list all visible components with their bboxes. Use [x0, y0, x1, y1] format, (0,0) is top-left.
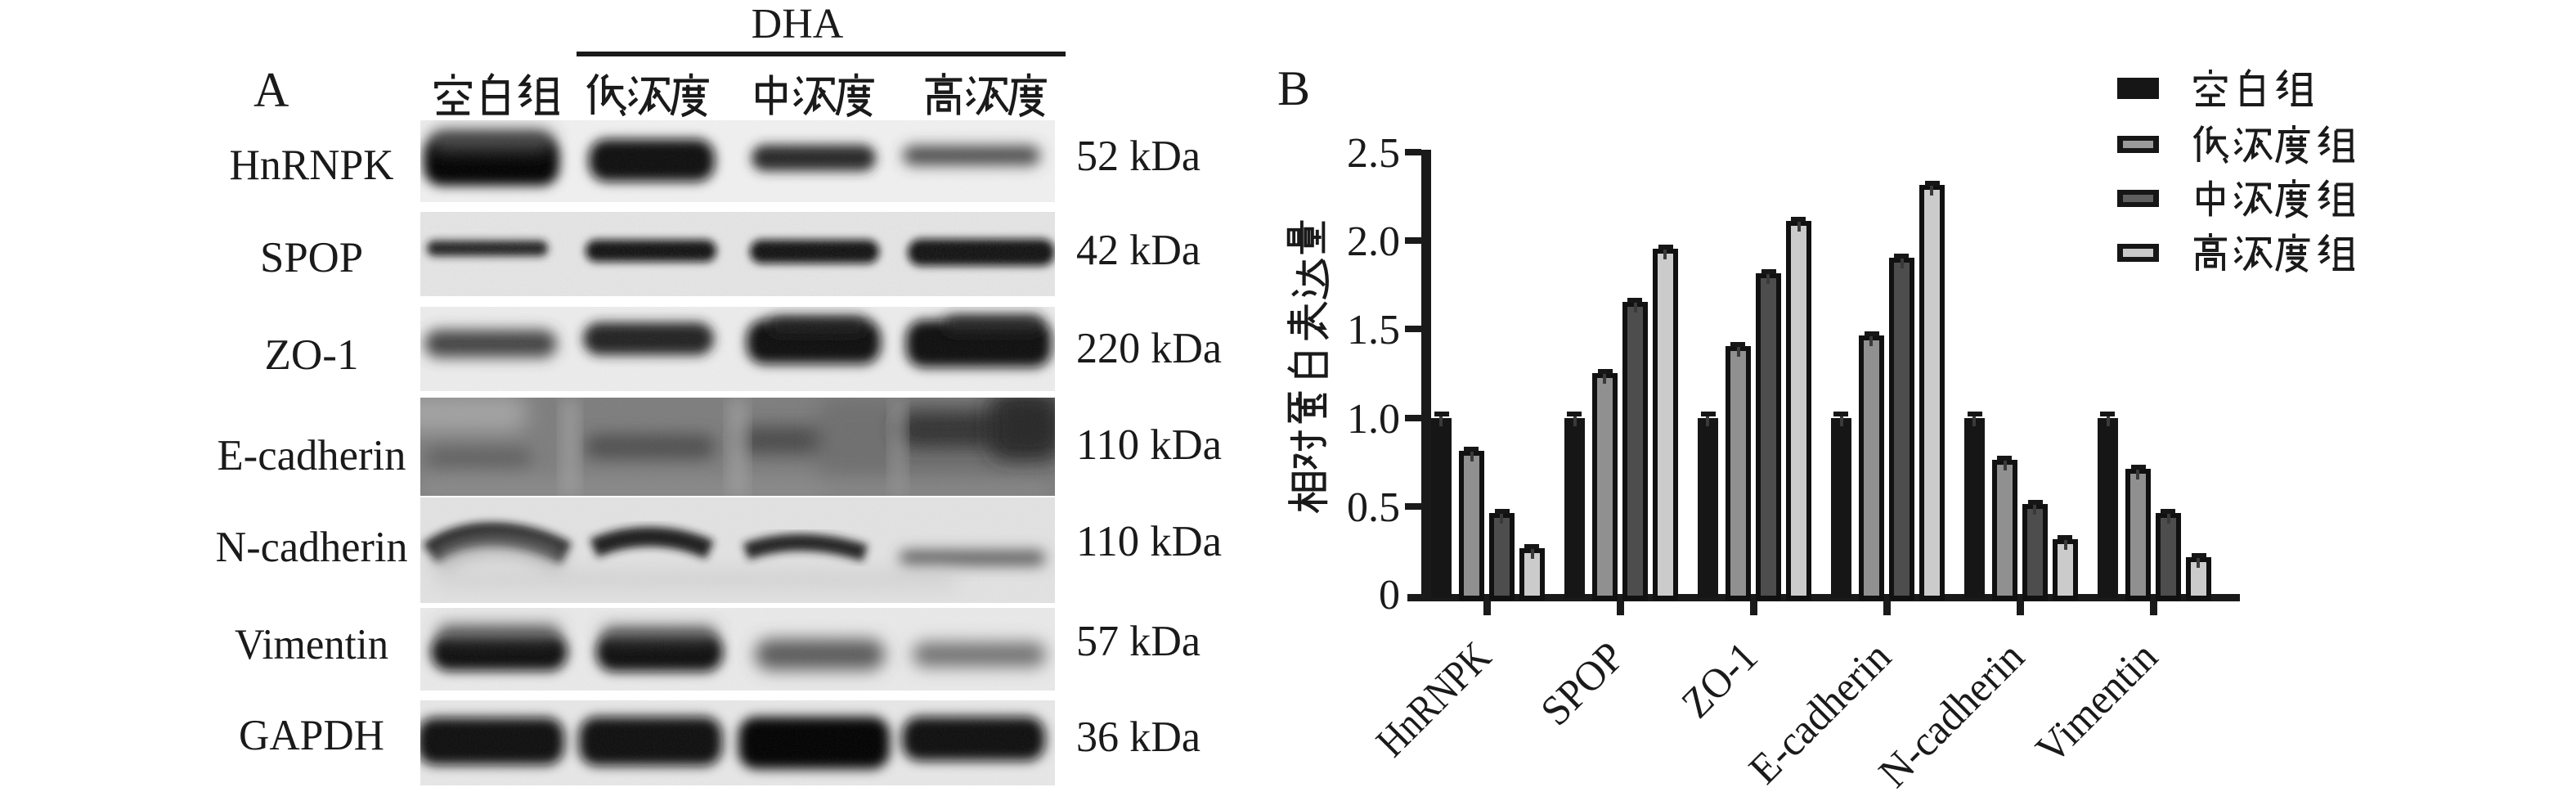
svg-text:0: 0 [1379, 572, 1400, 619]
svg-text:Vimentin: Vimentin [235, 621, 388, 668]
svg-text:E-cadherin: E-cadherin [218, 432, 406, 479]
svg-text:1.5: 1.5 [1347, 307, 1400, 353]
svg-text:N-cadherin: N-cadherin [216, 524, 408, 571]
svg-text:A: A [254, 63, 289, 117]
svg-text:SPOP: SPOP [260, 234, 363, 281]
svg-text:ZO-1: ZO-1 [265, 331, 359, 379]
svg-text:110 kDa: 110 kDa [1076, 518, 1222, 565]
svg-text:DHA: DHA [752, 1, 844, 47]
svg-text:42 kDa: 42 kDa [1076, 227, 1200, 274]
svg-text:1.0: 1.0 [1347, 396, 1400, 443]
svg-text:B: B [1277, 61, 1310, 115]
svg-text:GAPDH: GAPDH [239, 712, 384, 759]
svg-text:110 kDa: 110 kDa [1076, 421, 1222, 469]
svg-text:220 kDa: 220 kDa [1076, 325, 1222, 372]
svg-text:52 kDa: 52 kDa [1076, 133, 1200, 180]
svg-text:2.0: 2.0 [1347, 218, 1400, 265]
svg-text:0.5: 0.5 [1347, 484, 1400, 531]
svg-text:2.5: 2.5 [1347, 130, 1400, 177]
svg-text:HnRNPK: HnRNPK [230, 142, 394, 189]
svg-text:57 kDa: 57 kDa [1076, 618, 1200, 665]
svg-text:36 kDa: 36 kDa [1076, 713, 1200, 761]
